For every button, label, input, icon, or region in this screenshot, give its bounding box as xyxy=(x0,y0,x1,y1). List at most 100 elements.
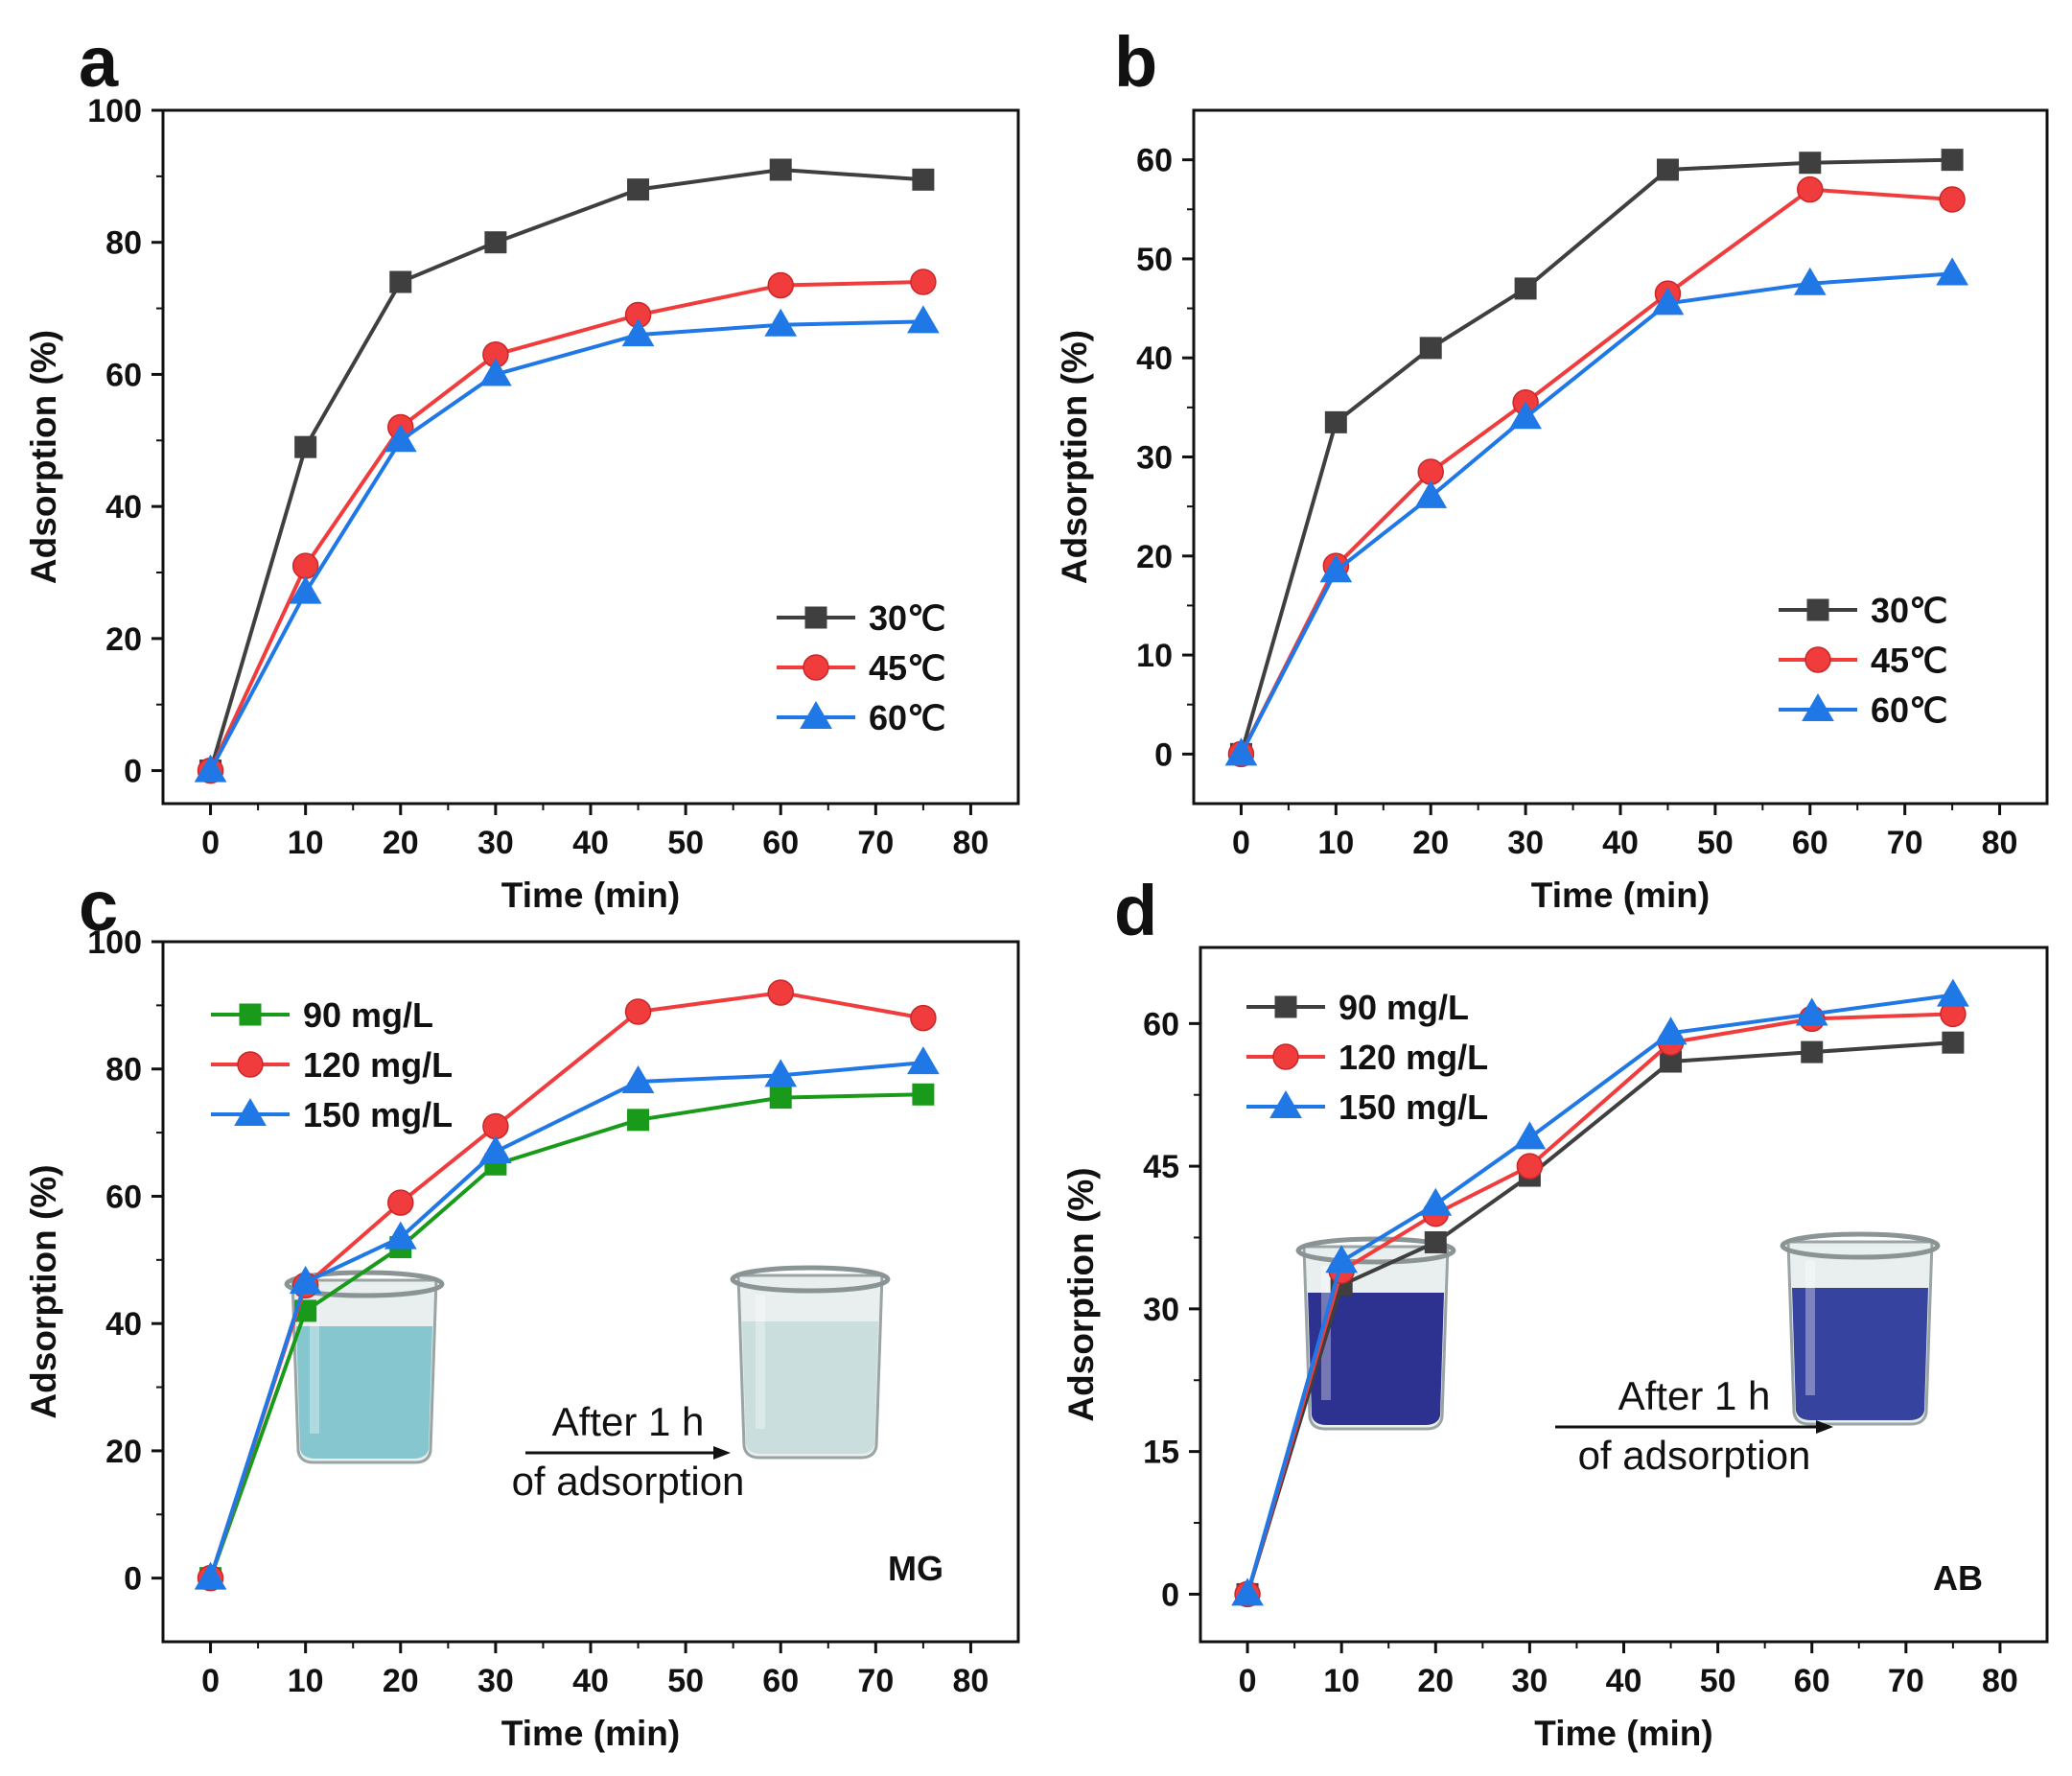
beaker-highlight xyxy=(1805,1261,1815,1395)
y-tick-label: 30 xyxy=(1136,440,1173,477)
legend-marker xyxy=(239,1003,262,1026)
x-tick-label: 0 xyxy=(201,825,220,861)
legend-label: 120 mg/L xyxy=(1339,1038,1488,1077)
series-1 xyxy=(199,158,935,783)
data-point xyxy=(1793,267,1827,295)
y-tick-label: 20 xyxy=(105,1434,142,1470)
data-point xyxy=(289,575,322,604)
data-point xyxy=(1514,277,1537,300)
x-tick-label: 50 xyxy=(1697,825,1734,861)
data-point xyxy=(910,1004,937,1032)
x-axis-label: Time (min) xyxy=(1534,1714,1712,1753)
annotation-line-1: After 1 h xyxy=(552,1399,705,1444)
data-point xyxy=(1651,287,1685,315)
x-tick-label: 10 xyxy=(1323,1663,1360,1699)
legend: 30℃ 45℃ 60℃ xyxy=(777,598,945,737)
data-point xyxy=(1424,1230,1447,1253)
y-tick-label: 60 xyxy=(105,1179,142,1215)
x-tick-label: 60 xyxy=(762,825,799,861)
data-point xyxy=(479,1135,512,1164)
series-3 xyxy=(1231,978,1969,1606)
y-tick-label: 30 xyxy=(1143,1292,1179,1328)
y-tick-label: 10 xyxy=(1136,638,1173,674)
legend-marker xyxy=(1269,1090,1302,1119)
legend-marker xyxy=(1272,1043,1299,1070)
legend-label: 45℃ xyxy=(1871,641,1947,680)
series-1 xyxy=(1229,149,1964,765)
series-line xyxy=(1239,187,1953,756)
x-tick-label: 40 xyxy=(1602,825,1639,861)
x-tick-label: 40 xyxy=(572,825,609,861)
beaker-after-image xyxy=(730,1265,891,1460)
x-tick-label: 10 xyxy=(1317,825,1354,861)
y-tick-label: 50 xyxy=(1136,242,1173,278)
data-point xyxy=(907,305,940,334)
dye-label: AB xyxy=(1933,1558,1983,1598)
data-point xyxy=(767,271,794,299)
data-point xyxy=(912,168,935,191)
legend-marker xyxy=(1274,995,1297,1018)
data-point xyxy=(1654,1017,1688,1045)
data-point xyxy=(479,358,512,386)
legend-marker xyxy=(1802,693,1834,722)
series-2 xyxy=(1227,175,1966,768)
panel-label: a xyxy=(79,22,119,102)
panel-a: a 0 10 20 30 40 50 60 70 80 0 20 40 60 80 100 Time (min)… xyxy=(24,22,1020,915)
x-tick-label: 0 xyxy=(201,1663,220,1699)
beaker-after-image xyxy=(1780,1231,1941,1426)
panel-d: d 0 10 20 30 40 50 60 70 80 0 15 30 45 60 Time (min) Ads… xyxy=(1061,871,2049,1753)
beaker-highlight xyxy=(310,1299,319,1434)
data-point xyxy=(621,318,655,347)
data-point xyxy=(624,998,652,1025)
data-point xyxy=(1224,737,1258,766)
x-tick-label: 80 xyxy=(953,1663,989,1699)
beaker-liquid xyxy=(296,1326,432,1459)
x-tick-label: 60 xyxy=(1794,1663,1830,1699)
data-point xyxy=(289,1266,322,1295)
legend-marker xyxy=(800,701,832,730)
y-tick-label: 40 xyxy=(105,489,142,526)
beaker-highlight xyxy=(756,1295,765,1429)
series-3 xyxy=(1224,257,1968,766)
series-3 xyxy=(194,305,940,783)
x-tick-label: 70 xyxy=(857,1663,894,1699)
x-tick-label: 70 xyxy=(1888,1663,1924,1699)
x-axis-label: Time (min) xyxy=(1531,876,1710,915)
x-tick-label: 60 xyxy=(762,1663,799,1699)
data-point xyxy=(1797,175,1824,203)
beaker-before-image xyxy=(284,1270,445,1464)
data-point xyxy=(194,1561,227,1590)
x-tick-label: 80 xyxy=(1982,825,2018,861)
data-point xyxy=(1414,479,1448,508)
data-point xyxy=(1324,410,1347,433)
x-tick-label: 10 xyxy=(288,825,324,861)
data-point xyxy=(769,1087,792,1110)
y-tick-label: 0 xyxy=(1161,1577,1179,1613)
y-tick-label: 15 xyxy=(1143,1435,1179,1471)
panel-label: b xyxy=(1114,22,1157,102)
x-tick-label: 20 xyxy=(383,825,419,861)
legend: 90 mg/L 120 mg/L 150 mg/L xyxy=(211,995,453,1134)
legend-label: 45℃ xyxy=(869,648,945,688)
y-tick-label: 100 xyxy=(87,924,142,961)
x-tick-label: 80 xyxy=(953,825,989,861)
beaker-rim xyxy=(730,1265,891,1294)
x-tick-label: 70 xyxy=(1887,825,1923,861)
data-point xyxy=(1419,337,1442,360)
legend-marker xyxy=(804,606,827,629)
series-3 xyxy=(194,1046,940,1590)
panel-b: b 0 10 20 30 40 50 60 70 80 0 10 20 30 40 50 60 Time (min… xyxy=(1055,22,2049,915)
y-tick-label: 80 xyxy=(105,1052,142,1088)
data-point xyxy=(194,754,227,783)
beaker-liquid xyxy=(1792,1288,1928,1420)
legend-marker xyxy=(237,1051,264,1078)
x-tick-label: 40 xyxy=(572,1663,609,1699)
annotation-line-2: of adsorption xyxy=(512,1459,745,1504)
y-tick-label: 60 xyxy=(1136,143,1173,179)
data-point xyxy=(1319,554,1353,583)
y-axis-label: Adsorption (%) xyxy=(24,1164,63,1418)
y-tick-label: 100 xyxy=(87,93,142,129)
y-tick-label: 45 xyxy=(1143,1149,1179,1185)
legend-marker xyxy=(234,1098,267,1127)
